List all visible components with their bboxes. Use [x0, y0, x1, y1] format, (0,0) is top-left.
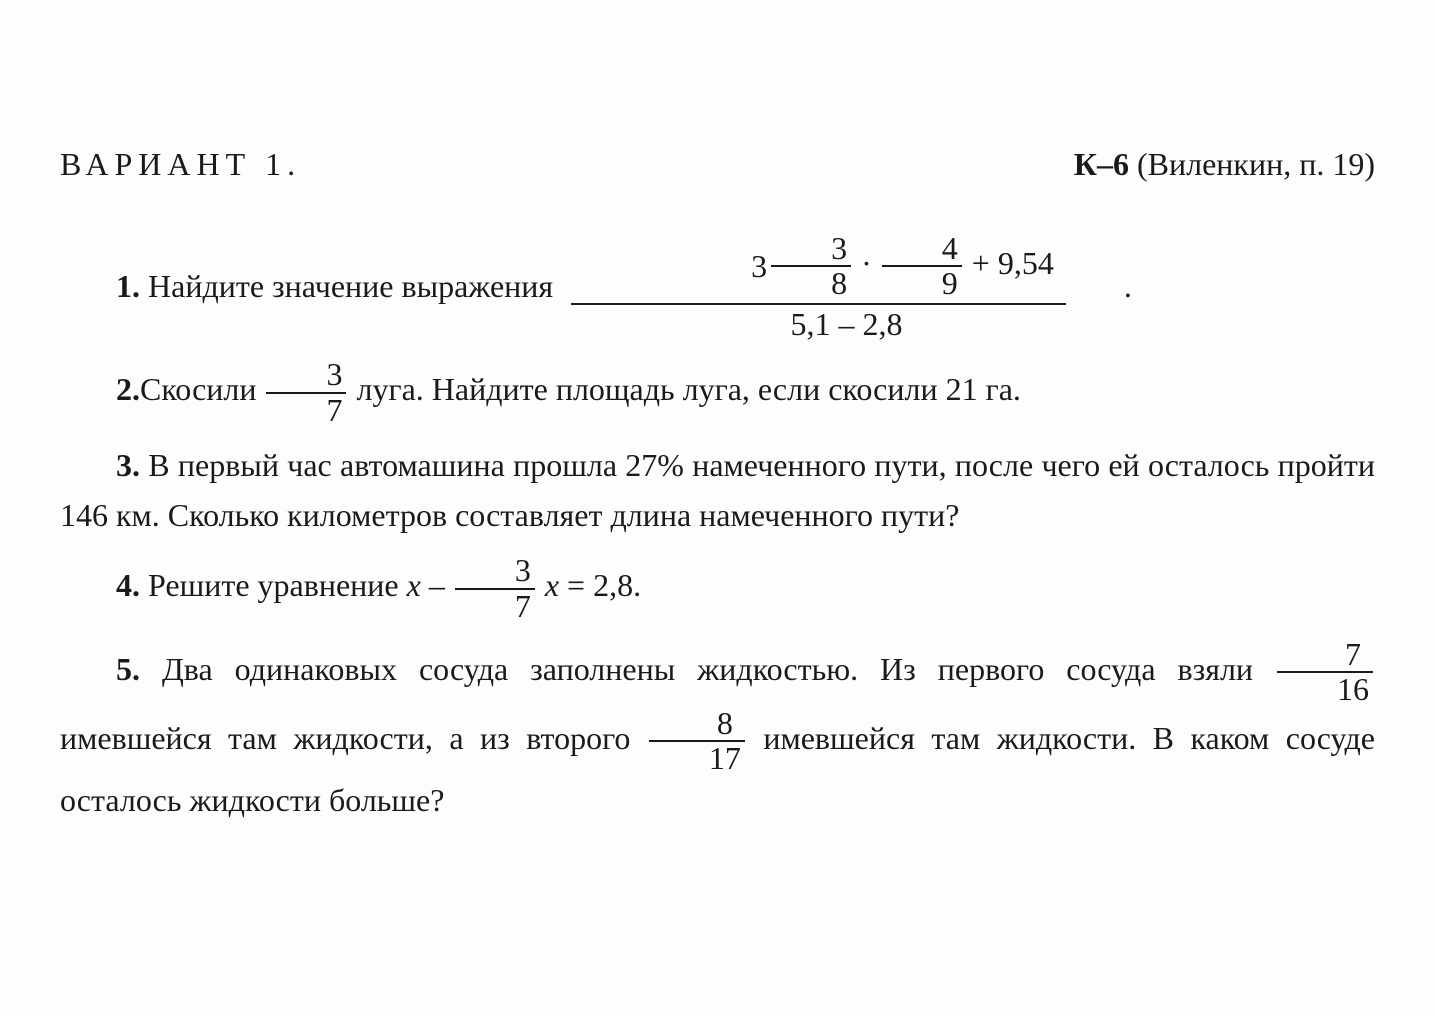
- p5-t1: Два одинаковых сосуда заполнены жидкость…: [162, 650, 1275, 686]
- p4-x2: x: [537, 567, 559, 603]
- problem-1-period: .: [1068, 262, 1132, 312]
- p4-x1: x: [407, 567, 421, 603]
- p5-frac1: 716: [1277, 638, 1373, 707]
- problem-2: 2.Скосили 37 луга. Найдите площадь луга,…: [60, 358, 1375, 427]
- mult-frac-den: 9: [882, 267, 962, 301]
- p4-eq: = 2,8.: [559, 567, 641, 603]
- problem-5: 5. Два одинаковых сосуда заполнены жидко…: [60, 638, 1375, 826]
- p2-frac-den: 7: [266, 394, 346, 428]
- p5-f2-den: 17: [649, 742, 745, 776]
- p4-minus: –: [421, 567, 453, 603]
- source-label: К–6 (Виленкин, п. 19): [1074, 140, 1375, 190]
- mixed-frac-den: 8: [771, 267, 851, 301]
- problem-5-number: 5.: [116, 650, 140, 686]
- problem-2-frac: 37: [266, 358, 346, 427]
- mixed-number: 338: [639, 232, 853, 301]
- problem-2-pre: Скосили: [140, 371, 264, 407]
- problem-1-text: 1. Найдите значение выражения: [60, 262, 553, 312]
- header-row: ВАРИАНТ 1. К–6 (Виленкин, п. 19): [60, 140, 1375, 190]
- p5-frac2: 817: [649, 707, 745, 776]
- p2-frac-num: 3: [266, 358, 346, 394]
- mult-frac: 49: [882, 232, 962, 301]
- p5-f1-den: 16: [1277, 673, 1373, 707]
- p4-frac-num: 3: [455, 554, 535, 590]
- problem-1-number: 1.: [116, 268, 140, 304]
- mixed-whole: 3: [695, 249, 767, 284]
- expr-denominator: 5,1 – 2,8: [571, 305, 1066, 344]
- variant-label: ВАРИАНТ 1.: [60, 140, 301, 190]
- source-code: К–6: [1074, 146, 1129, 182]
- p5-t2: имевшейся там жидкости, а из второго: [60, 720, 647, 756]
- problem-1-expression: 338 · 49 + 9,54 5,1 – 2,8: [571, 230, 1066, 344]
- problem-3-text: В первый час автомашина прошла 27% намеч…: [60, 447, 1375, 533]
- plus-term: + 9,54: [972, 245, 1054, 281]
- p4-frac-den: 7: [455, 590, 535, 624]
- worksheet-page: ВАРИАНТ 1. К–6 (Виленкин, п. 19) 1. Найд…: [0, 0, 1435, 1016]
- problem-1: 1. Найдите значение выражения 338 · 49 +…: [60, 230, 1375, 344]
- problem-2-post: луга. Найдите площадь луга, если скосили…: [348, 371, 1020, 407]
- problem-4-number: 4.: [116, 567, 140, 603]
- mixed-frac-num: 3: [771, 232, 851, 268]
- p5-f1-num: 7: [1277, 638, 1373, 674]
- problem-4-pre: Решите уравнение: [148, 567, 407, 603]
- problem-3: 3. В первый час автомашина прошла 27% на…: [60, 441, 1375, 540]
- problem-1-prompt: Найдите значение выражения: [148, 268, 553, 304]
- expr-numerator: 338 · 49 + 9,54: [571, 230, 1066, 305]
- mixed-frac: 38: [771, 232, 851, 301]
- p4-frac: 37: [455, 554, 535, 623]
- mult-frac-num: 4: [882, 232, 962, 268]
- problem-2-number: 2.: [116, 371, 140, 407]
- source-rest: (Виленкин, п. 19): [1129, 146, 1375, 182]
- problem-4: 4. Решите уравнение x – 37 x = 2,8.: [60, 554, 1375, 623]
- p5-f2-num: 8: [649, 707, 745, 743]
- problem-3-number: 3.: [116, 447, 140, 483]
- mult-dot: ·: [861, 245, 880, 281]
